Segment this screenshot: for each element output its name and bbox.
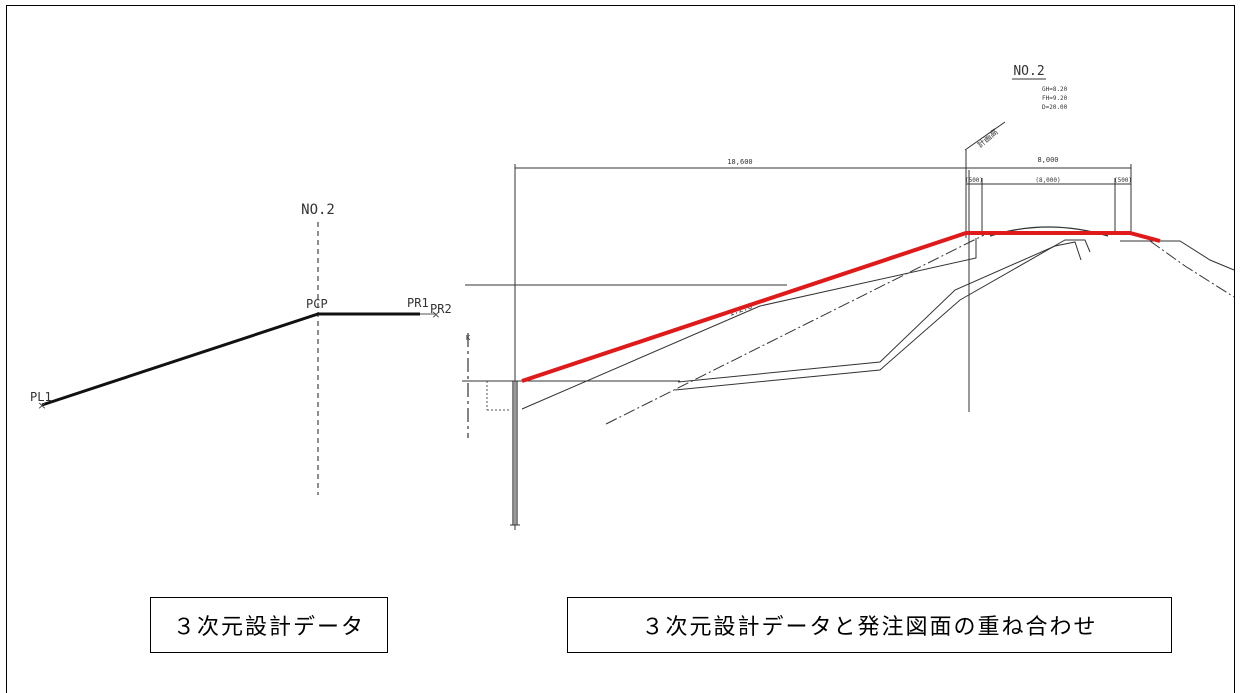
dimension-text: (500) <box>965 177 983 184</box>
station-note: GH=8.20 <box>1042 86 1068 93</box>
existing-slope-line <box>521 238 977 410</box>
center-line-leader <box>964 121 1006 151</box>
page-frame <box>6 5 1235 693</box>
dimension-text: 18,600 <box>727 158 752 166</box>
station-note: FH=9.20 <box>1042 95 1068 102</box>
dimension-text: (500) <box>1114 177 1132 184</box>
design-alignment <box>41 312 420 407</box>
caption-box-overlay: ３次元設計データと発注図面の重ね合わせ <box>567 597 1172 653</box>
existing-ground-line <box>674 239 1091 391</box>
axis-tick: K <box>466 334 471 342</box>
existing-ground-line <box>1120 240 1235 271</box>
right-panel: NO.2 GH=8.20 FH=9.20 D=20.00 計画高 18,600 … <box>462 64 1235 530</box>
pl1-marker-icon: × <box>37 399 46 412</box>
dimension-text: 8,000 <box>1037 156 1058 164</box>
caption-text: ３次元設計データ <box>172 615 365 640</box>
left-panel: NO.2 × × PL1 PCP PR1 PR2 <box>30 202 452 495</box>
section-station-label: NO.2 <box>1013 64 1044 79</box>
point-label-pcp: PCP <box>306 297 328 311</box>
caption-box-design-data: ３次元設計データ <box>150 597 388 653</box>
station-label: NO.2 <box>301 202 335 218</box>
point-label-pl1: PL1 <box>30 390 52 404</box>
existing-ground-line <box>677 241 1082 383</box>
center-line-label: 計画高 <box>975 126 1000 149</box>
chain-line <box>1149 240 1235 298</box>
station-note: D=20.00 <box>1042 104 1068 111</box>
caption-text: ３次元設計データと発注図面の重ね合わせ <box>641 615 1098 640</box>
point-label-pr2: PR2 <box>430 302 452 316</box>
point-label-pr1: PR1 <box>407 296 429 310</box>
design-section-line <box>521 231 1161 383</box>
chain-line <box>605 234 985 425</box>
pr2-marker-icon: × <box>431 308 440 321</box>
dimension-text: (8,000) <box>1035 177 1060 184</box>
